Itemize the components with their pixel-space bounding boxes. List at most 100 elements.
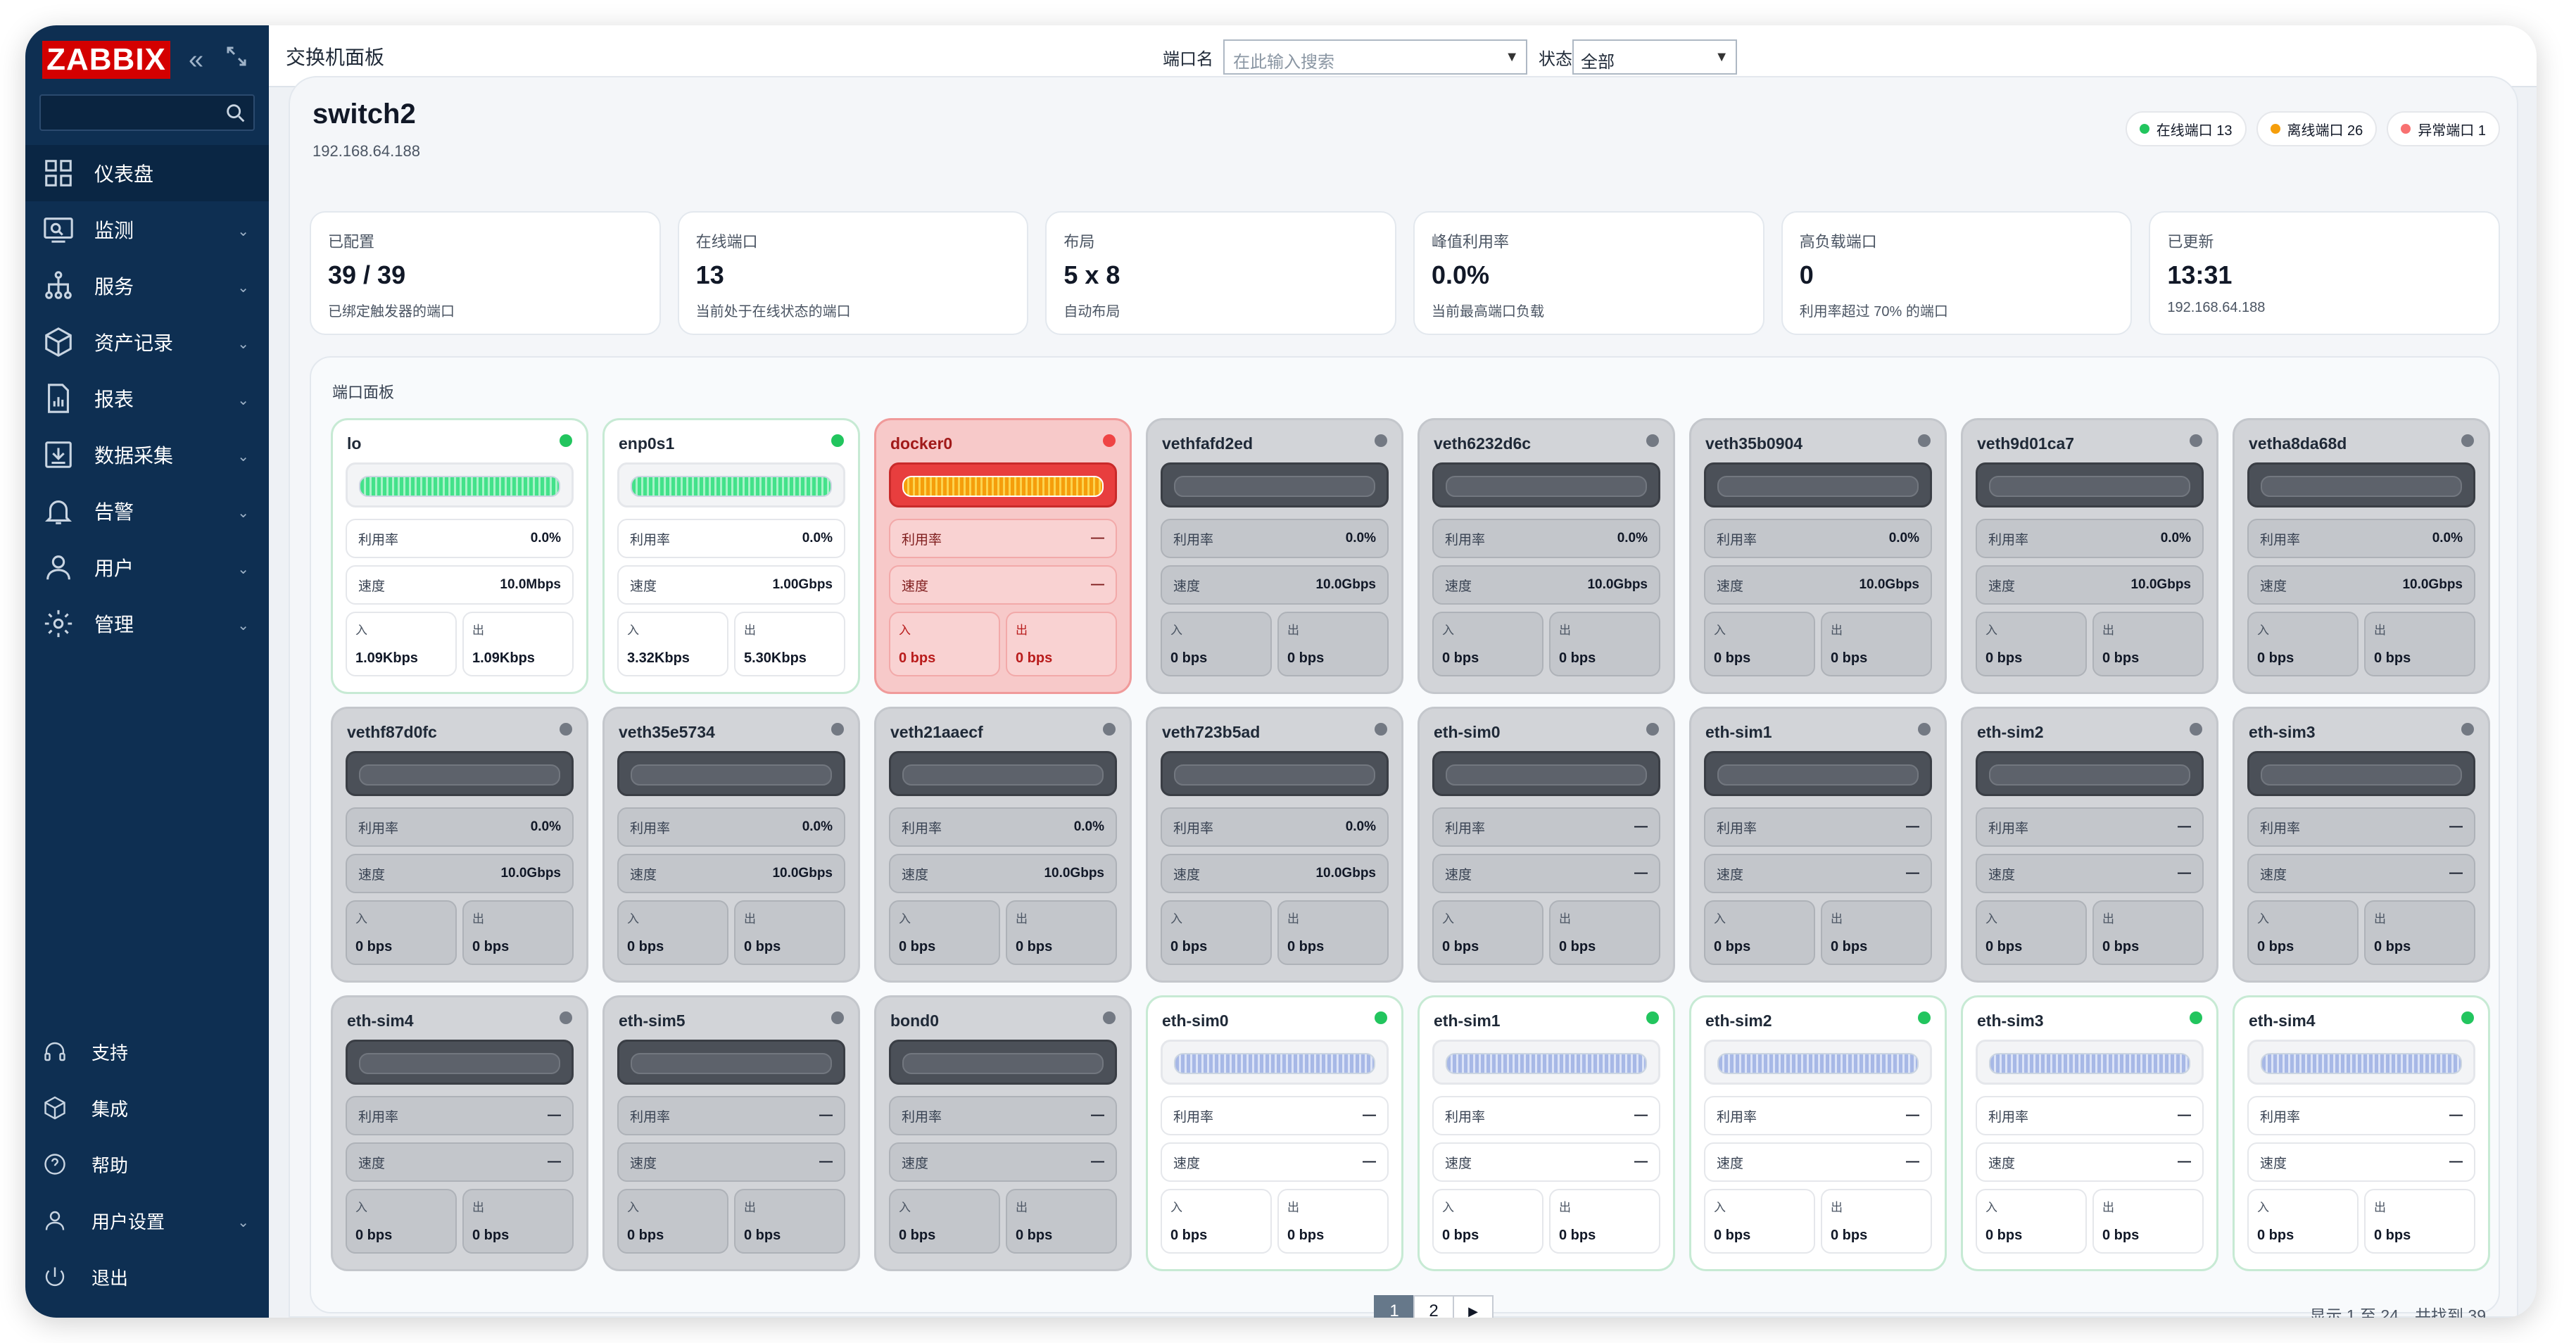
port-card[interactable]: eth-sim0 利用率 — 速度 — 入 0 bps 出 0 bps bbox=[1146, 995, 1403, 1271]
in-value: 0 bps bbox=[1985, 939, 2023, 954]
utilization-row: 利用率 — bbox=[1704, 807, 1932, 847]
utilization-label: 利用率 bbox=[1717, 1109, 1757, 1125]
in-label: 入 bbox=[1442, 912, 1454, 926]
utilization-value: 0.0% bbox=[530, 531, 561, 546]
sidebar-item-inventory[interactable]: 资产记录 ⌄ bbox=[25, 314, 269, 370]
zabbix-logo[interactable]: ZABBIX bbox=[42, 41, 170, 79]
speed-row: 速度 10.0Gbps bbox=[889, 854, 1117, 893]
sidebar-item-data-collection[interactable]: 数据采集 ⌄ bbox=[25, 427, 269, 483]
sidebar-item-sign-out[interactable]: 退出 bbox=[25, 1249, 269, 1305]
port-search-input[interactable]: 在此输入搜索 ▼ bbox=[1223, 39, 1527, 75]
port-card[interactable]: veth723b5ad 利用率 0.0% 速度 10.0Gbps 入 0 bps 出 0 bps bbox=[1146, 707, 1403, 983]
sidebar-item-users[interactable]: 用户 ⌄ bbox=[25, 539, 269, 595]
port-card[interactable]: vethf87d0fc 利用率 0.0% 速度 10.0Gbps 入 0 bps 出 0 bps bbox=[331, 707, 588, 983]
utilization-value: — bbox=[1363, 1108, 1376, 1123]
port-card[interactable]: eth-sim5 利用率 — 速度 — 入 0 bps 出 0 bps bbox=[602, 995, 860, 1271]
port-card[interactable]: vetha8da68d 利用率 0.0% 速度 10.0Gbps 入 0 bps 出 0 bps bbox=[2233, 418, 2490, 694]
port-card[interactable]: veth35b0904 利用率 0.0% 速度 10.0Gbps 入 0 bps 出 0 bps bbox=[1689, 418, 1947, 694]
utilization-row: 利用率 — bbox=[1976, 1096, 2204, 1135]
port-card[interactable]: eth-sim3 利用率 — 速度 — 入 0 bps 出 0 bps bbox=[1961, 995, 2218, 1271]
stat-sub: 192.168.64.188 bbox=[2167, 300, 2266, 315]
port-card[interactable]: veth6232d6c 利用率 0.0% 速度 10.0Gbps 入 0 bps 出 0 bps bbox=[1418, 418, 1675, 694]
sidebar-item-monitoring[interactable]: 监测 ⌄ bbox=[25, 201, 269, 258]
speed-value: — bbox=[1634, 1154, 1648, 1169]
port-card[interactable]: eth-sim2 利用率 — 速度 — 入 0 bps 出 0 bps bbox=[1689, 995, 1947, 1271]
next-page-icon[interactable]: ▶ bbox=[1453, 1295, 1494, 1318]
traffic-out: 出 0 bps bbox=[734, 1189, 845, 1254]
sidebar-item-services[interactable]: 服务 ⌄ bbox=[25, 258, 269, 314]
port-card[interactable]: lo 利用率 0.0% 速度 10.0Mbps 入 1.09Kbps 出 1.09Kbps bbox=[331, 418, 588, 694]
port-card[interactable]: enp0s1 利用率 0.0% 速度 1.00Gbps 入 3.32Kbps 出 5.30Kbp… bbox=[602, 418, 860, 694]
port-card[interactable]: veth35e5734 利用率 0.0% 速度 10.0Gbps 入 0 bps 出 0 bps bbox=[602, 707, 860, 983]
port-card[interactable]: docker0 利用率 — 速度 — 入 0 bps 出 0 bps bbox=[874, 418, 1132, 694]
speed-label: 速度 bbox=[630, 1156, 657, 1171]
out-label: 出 bbox=[744, 1201, 756, 1214]
kiosk-mode-icon[interactable] bbox=[224, 44, 249, 69]
traffic-out: 出 0 bps bbox=[2092, 612, 2204, 676]
stat-sub: 自动布局 bbox=[1063, 304, 1120, 320]
port-card[interactable]: eth-sim4 利用率 — 速度 — 入 0 bps 出 0 bps bbox=[2233, 995, 2490, 1271]
search-icon[interactable] bbox=[224, 101, 248, 125]
in-value: 0 bps bbox=[2257, 1228, 2294, 1243]
sidebar-item-label: 管理 bbox=[94, 614, 134, 636]
speed-label: 速度 bbox=[2260, 579, 2287, 594]
speed-value: 10.0Mbps bbox=[500, 577, 561, 592]
sidebar-item-reports[interactable]: 报表 ⌄ bbox=[25, 370, 269, 427]
port-card[interactable]: veth9d01ca7 利用率 0.0% 速度 10.0Gbps 入 0 bps 出 0 bps bbox=[1961, 418, 2218, 694]
port-card[interactable]: bond0 利用率 — 速度 — 入 0 bps 出 0 bps bbox=[874, 995, 1132, 1271]
dropdown-arrow-icon[interactable]: ▼ bbox=[1715, 49, 1729, 65]
sidebar-item-integrations[interactable]: 集成 bbox=[25, 1080, 269, 1136]
port-card[interactable]: vethfafd2ed 利用率 0.0% 速度 10.0Gbps 入 0 bps 出 0 bps bbox=[1146, 418, 1403, 694]
sidebar-item-dashboard[interactable]: 仪表盘 bbox=[25, 145, 269, 201]
port-name: eth-sim4 bbox=[347, 1011, 414, 1030]
out-value: 0 bps bbox=[1831, 1228, 1868, 1243]
sidebar-search-input[interactable] bbox=[39, 94, 255, 131]
speed-row: 速度 — bbox=[617, 1142, 845, 1182]
dropdown-arrow-icon[interactable]: ▼ bbox=[1505, 49, 1519, 65]
port-card[interactable]: eth-sim0 利用率 — 速度 — 入 0 bps 出 0 bps bbox=[1418, 707, 1675, 983]
utilization-row: 利用率 0.0% bbox=[1704, 519, 1932, 558]
status-led-icon bbox=[2190, 723, 2202, 736]
traffic-in: 入 0 bps bbox=[1976, 900, 2087, 965]
out-label: 出 bbox=[2102, 1201, 2114, 1214]
in-label: 入 bbox=[1442, 1201, 1454, 1214]
port-card[interactable]: eth-sim1 利用率 — 速度 — 入 0 bps 出 0 bps bbox=[1689, 707, 1947, 983]
collapse-sidebar-icon[interactable]: « bbox=[189, 45, 204, 75]
speed-label: 速度 bbox=[1988, 579, 2016, 594]
port-card[interactable]: eth-sim4 利用率 — 速度 — 入 0 bps 出 0 bps bbox=[331, 995, 588, 1271]
port-card[interactable]: eth-sim2 利用率 — 速度 — 入 0 bps 出 0 bps bbox=[1961, 707, 2218, 983]
status-led-icon bbox=[1375, 1011, 1387, 1024]
out-value: 0 bps bbox=[2374, 939, 2411, 954]
status-led-icon bbox=[2461, 723, 2474, 736]
in-label: 入 bbox=[2257, 624, 2269, 637]
chevron-down-icon: ⌄ bbox=[237, 505, 249, 521]
speed-label: 速度 bbox=[902, 1156, 929, 1171]
stat-value: 0 bbox=[1799, 260, 1814, 289]
page-button-1[interactable]: 1 bbox=[1374, 1295, 1415, 1318]
port-card[interactable]: eth-sim1 利用率 — 速度 — 入 0 bps 出 0 bps bbox=[1418, 995, 1675, 1271]
port-card[interactable]: eth-sim3 利用率 — 速度 — 入 0 bps 出 0 bps bbox=[2233, 707, 2490, 983]
utilization-label: 利用率 bbox=[1173, 532, 1214, 548]
page-button-2[interactable]: 2 bbox=[1413, 1295, 1454, 1318]
sidebar-item-user-settings[interactable]: 用户设置 ⌄ bbox=[25, 1192, 269, 1249]
traffic-out: 出 0 bps bbox=[1006, 1189, 1117, 1254]
sidebar-item-administration[interactable]: 管理 ⌄ bbox=[25, 595, 269, 652]
sidebar-item-alerts[interactable]: 告警 ⌄ bbox=[25, 483, 269, 539]
port-filter-label: 端口名 bbox=[1163, 50, 1213, 69]
port-jack-icon bbox=[2247, 751, 2475, 796]
speed-value: 10.0Gbps bbox=[772, 866, 833, 881]
traffic-out: 出 1.09Kbps bbox=[462, 612, 574, 676]
speed-label: 速度 bbox=[902, 867, 929, 883]
port-card[interactable]: veth21aaecf 利用率 0.0% 速度 10.0Gbps 入 0 bps 出 0 bps bbox=[874, 707, 1132, 983]
traffic-in: 入 3.32Kbps bbox=[617, 612, 728, 676]
port-name: eth-sim5 bbox=[619, 1011, 686, 1030]
sidebar-item-support[interactable]: 支持 bbox=[25, 1023, 269, 1080]
speed-label: 速度 bbox=[1173, 579, 1201, 594]
stat-configured: 已配置 39 / 39 已绑定触发器的端口 bbox=[310, 211, 661, 335]
status-select[interactable]: 全部 ▼ bbox=[1572, 39, 1737, 75]
sidebar-bottom-nav: 支持 集成 帮助 用户设置 ⌄ 退出 bbox=[25, 1023, 269, 1305]
sidebar-item-help[interactable]: 帮助 bbox=[25, 1136, 269, 1192]
port-jack-icon bbox=[1704, 751, 1932, 796]
traffic-in: 入 0 bps bbox=[1432, 1189, 1543, 1254]
status-led-icon bbox=[1103, 434, 1116, 447]
